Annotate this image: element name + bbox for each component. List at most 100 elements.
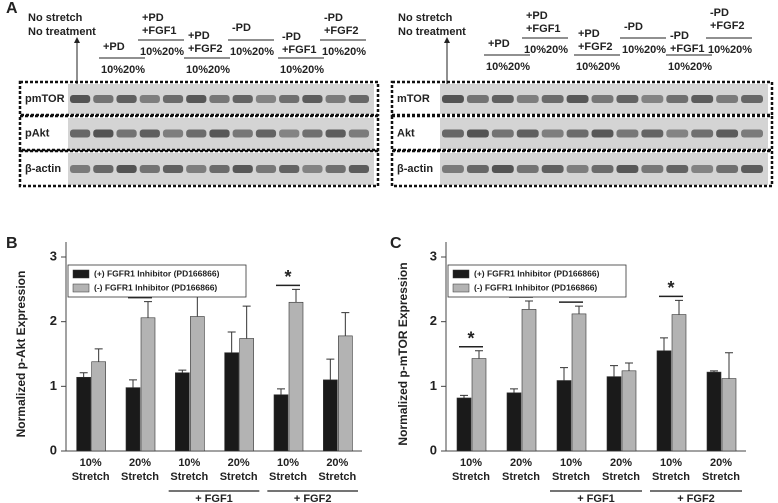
error-bar: [277, 388, 285, 395]
y-tick-label: 2: [50, 313, 57, 328]
group-label: + FGF2: [677, 493, 715, 503]
treatment-label: +FGF1: [526, 23, 561, 35]
bar: [338, 335, 353, 452]
blot-band: [741, 129, 763, 138]
blot-row-frame: [390, 149, 774, 188]
treatment-label: +PD: [578, 28, 600, 40]
treatment-label: +PD: [103, 41, 125, 53]
error-bar: [625, 362, 633, 371]
bar: [288, 301, 304, 452]
blot-band: [516, 165, 539, 173]
legend-box: [447, 264, 627, 298]
protein-label: β-actin: [25, 163, 61, 175]
blot-band: [325, 129, 346, 138]
blot-band: [691, 129, 714, 138]
legend-label: (+) FGFR1 Inhibitor (PD166866): [94, 268, 220, 278]
control-label: No treatment: [28, 26, 96, 38]
blot-band: [666, 95, 689, 103]
stretch-label: 20%: [123, 64, 145, 76]
treatment-label: +FGF1: [670, 43, 705, 55]
error-bar: [510, 388, 518, 393]
error-bar: [292, 288, 300, 303]
x-tick-label: 10% Stretch: [269, 457, 307, 483]
stretch-label: 10%: [668, 61, 690, 73]
blot-band: [641, 165, 664, 173]
bar: [239, 338, 254, 452]
control-label: No stretch: [28, 12, 83, 24]
group-label: + FGF1: [195, 493, 233, 503]
group-label: + FGF2: [294, 493, 332, 503]
blot-band: [442, 95, 464, 103]
error-bar: [475, 350, 483, 359]
bar: [706, 371, 722, 452]
blot-band: [70, 95, 91, 103]
error-bar: [326, 358, 335, 380]
error-bar: [675, 299, 683, 315]
blot-band: [209, 129, 230, 138]
blot-band: [491, 95, 514, 103]
stretch-label: 10%: [186, 64, 208, 76]
blot-band: [741, 95, 763, 103]
treatment-label: +FGF2: [188, 43, 223, 55]
bar: [471, 358, 487, 452]
legend-swatch: [72, 269, 90, 279]
blot-band: [116, 129, 137, 138]
treatment-label: +FGF2: [578, 41, 613, 53]
blot-band: [255, 95, 277, 103]
x-tick-label: 10% Stretch: [552, 457, 590, 483]
blot-band: [442, 129, 464, 138]
blot-band: [616, 129, 639, 138]
blot-band: [325, 165, 346, 173]
x-tick-label: 20% Stretch: [318, 457, 356, 483]
legend-swatch: [72, 283, 90, 293]
blot-band: [279, 95, 300, 103]
error-bar: [660, 337, 668, 351]
error-bar: [129, 379, 137, 388]
error-bar: [242, 305, 251, 339]
stretch-label: 20%: [730, 44, 752, 56]
stretch-label: 10%: [101, 64, 123, 76]
blot-band: [466, 165, 489, 173]
blot-band: [616, 95, 639, 103]
blot-band: [162, 165, 184, 173]
x-tick-label: 10% Stretch: [452, 457, 490, 483]
error-bar: [575, 305, 583, 314]
blot-band: [93, 95, 114, 103]
y-tick-label: 3: [430, 248, 437, 263]
blot-band: [186, 165, 207, 173]
blot-band: [591, 129, 614, 138]
blot-band: [139, 165, 160, 173]
treatment-label: +PD: [526, 10, 548, 22]
stretch-label: 20%: [252, 46, 274, 58]
treatment-label: -PD: [624, 21, 643, 33]
significance-star: *: [467, 329, 474, 349]
blot-band: [116, 165, 137, 173]
y-axis-label: Normalized p-mTOR Expression: [396, 262, 410, 445]
blot-band: [591, 165, 614, 173]
blot-band: [541, 95, 564, 103]
panel-letter: C: [390, 235, 402, 252]
blot-band: [70, 129, 91, 138]
blot-band: [209, 165, 230, 173]
error-bar: [610, 365, 618, 377]
blot-row-frame: [18, 114, 380, 152]
x-tick-label: 20% Stretch: [502, 457, 540, 483]
protein-label: pmTOR: [25, 93, 65, 105]
blot-band: [541, 129, 564, 138]
stretch-label: 20%: [162, 46, 184, 58]
blot-band: [691, 95, 714, 103]
treatment-label: +FGF2: [710, 20, 745, 32]
stretch-label: 20%: [644, 44, 666, 56]
treatment-label: -PD: [670, 30, 689, 42]
blot-band: [348, 129, 369, 138]
blot-band: [591, 95, 614, 103]
blot-band: [279, 165, 300, 173]
blot-band: [491, 165, 514, 173]
y-tick-label: 3: [50, 248, 57, 263]
significance-star: *: [284, 267, 291, 287]
bar: [140, 317, 156, 452]
blot-band: [186, 129, 207, 138]
blot-band: [716, 165, 739, 173]
blot-band: [348, 95, 369, 103]
blot-band: [70, 165, 91, 173]
